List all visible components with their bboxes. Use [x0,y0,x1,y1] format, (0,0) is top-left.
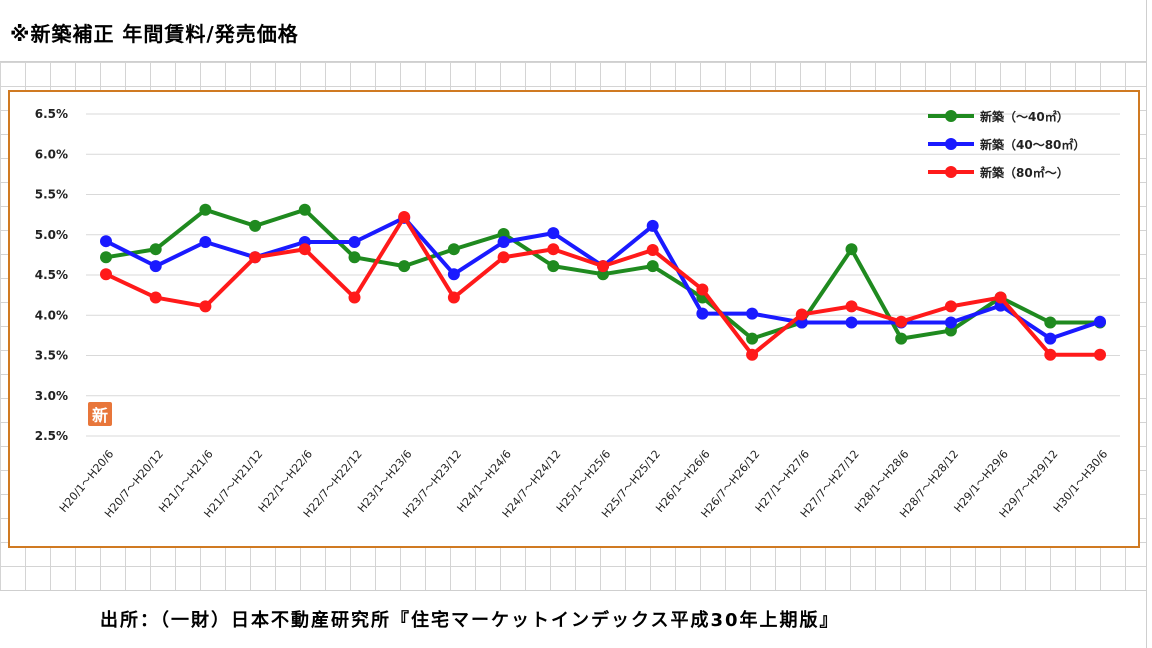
data-point [298,203,311,216]
data-point [795,308,808,321]
data-point [746,332,759,345]
data-point [746,307,759,320]
data-point [497,251,510,264]
legend-label: 新築（～40㎡） [980,109,1069,124]
y-tick-label: 4.0% [35,308,68,322]
legend-marker [945,166,957,178]
data-point [447,268,460,281]
data-point [1044,316,1057,329]
y-tick-label: 5.5% [35,188,68,202]
y-tick-label: 6.0% [35,147,68,161]
data-point [497,235,510,248]
data-point [199,235,212,248]
data-point [845,316,858,329]
data-point [547,243,560,256]
line-chart: 2.5%3.0%3.5%4.0%4.5%5.0%5.5%6.0%6.5%H20/… [35,107,1120,520]
data-point [100,251,112,264]
data-point [646,260,659,273]
legend-marker [945,110,957,122]
data-point [1044,348,1057,361]
y-tick-label: 3.0% [35,389,68,403]
data-point [895,332,908,345]
data-point [348,251,361,264]
data-point [597,260,609,273]
data-point [547,227,560,240]
page-title: ※新築補正 年間賃料/発売価格 [10,22,299,46]
data-point [845,300,858,313]
data-point [1094,348,1106,361]
data-point [298,243,311,256]
data-point [895,315,908,328]
data-point [398,260,411,273]
y-tick-label: 6.5% [35,107,68,121]
legend-label: 新築（40～80㎡） [980,137,1085,152]
data-point [249,219,262,232]
data-point [746,348,759,361]
header-divider [0,61,1146,62]
data-point [348,235,361,248]
data-point [646,219,659,232]
sheet-right-border [1146,0,1147,648]
y-tick-label: 2.5% [35,429,68,443]
data-point [398,211,411,224]
data-point [1094,315,1106,328]
data-point [447,291,460,304]
data-point [100,268,112,281]
data-point [646,244,659,257]
data-point [696,283,709,296]
data-point [944,316,957,329]
data-point [199,300,212,313]
data-point [149,260,162,273]
data-point [149,291,162,304]
data-point [149,243,162,256]
footer-divider [0,590,1146,591]
data-point [994,291,1007,304]
data-point [348,291,361,304]
data-point [199,203,212,216]
data-point [447,243,460,256]
y-tick-label: 5.0% [35,228,68,242]
data-point [1044,332,1057,345]
data-point [547,260,560,273]
y-tick-label: 4.5% [35,268,68,282]
legend-label: 新築（80㎡～） [980,165,1069,180]
logo-badge: 新 [88,402,112,426]
source-citation: 出所：（一財）日本不動産研究所『住宅マーケットインデックス平成30年上期版』 [100,610,840,631]
x-tick-label: H30/1～H30/6 [1051,448,1110,515]
legend-marker [945,138,957,150]
data-point [696,307,709,320]
data-point [249,251,262,264]
data-point [845,243,858,256]
data-point [100,235,112,248]
chart-frame[interactable]: 2.5% 3.0% 3.5% 4.0% 4.5% 5.0% 5.5% 6.0% 6.5% H20/… [8,90,1140,548]
y-tick-label: 3.5% [35,349,68,363]
data-point [944,300,957,313]
